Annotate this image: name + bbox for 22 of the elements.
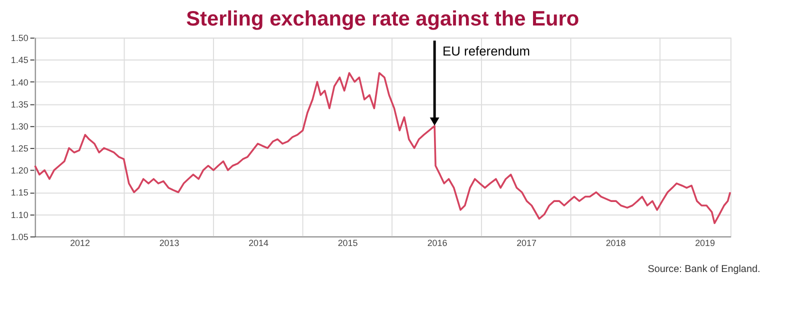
y-tick-label: 1.35 <box>10 99 28 110</box>
line-series <box>34 72 732 224</box>
x-tick-label: 2013 <box>159 238 180 248</box>
x-tick-label: 2017 <box>516 238 536 248</box>
x-tick-label: 2016 <box>427 238 448 248</box>
y-tick-label: 1.30 <box>10 121 28 132</box>
y-tick-label: 1.25 <box>10 144 28 154</box>
y-tick-label: 1.40 <box>10 77 28 88</box>
y-tick-label: 1.05 <box>10 232 28 242</box>
annotation: EU referendum <box>442 44 530 59</box>
y-tick-label: 1.45 <box>10 55 28 66</box>
y-tick-label: 1.50 <box>10 33 28 44</box>
source-note: Source: Bank of England. <box>648 264 760 276</box>
y-tick-label: 1.15 <box>10 188 28 198</box>
x-tick-label: 2015 <box>338 238 358 248</box>
chart-title: Sterling exchange rate against the Euro <box>186 8 580 31</box>
x-tick-label: 2018 <box>606 238 626 248</box>
x-tick-label: 2012 <box>70 238 90 248</box>
y-tick-label: 1.20 <box>10 166 28 176</box>
y-tick-label: 1.10 <box>10 210 28 220</box>
x-tick-label: 2019 <box>695 238 715 248</box>
x-tick-label: 2014 <box>248 238 268 248</box>
